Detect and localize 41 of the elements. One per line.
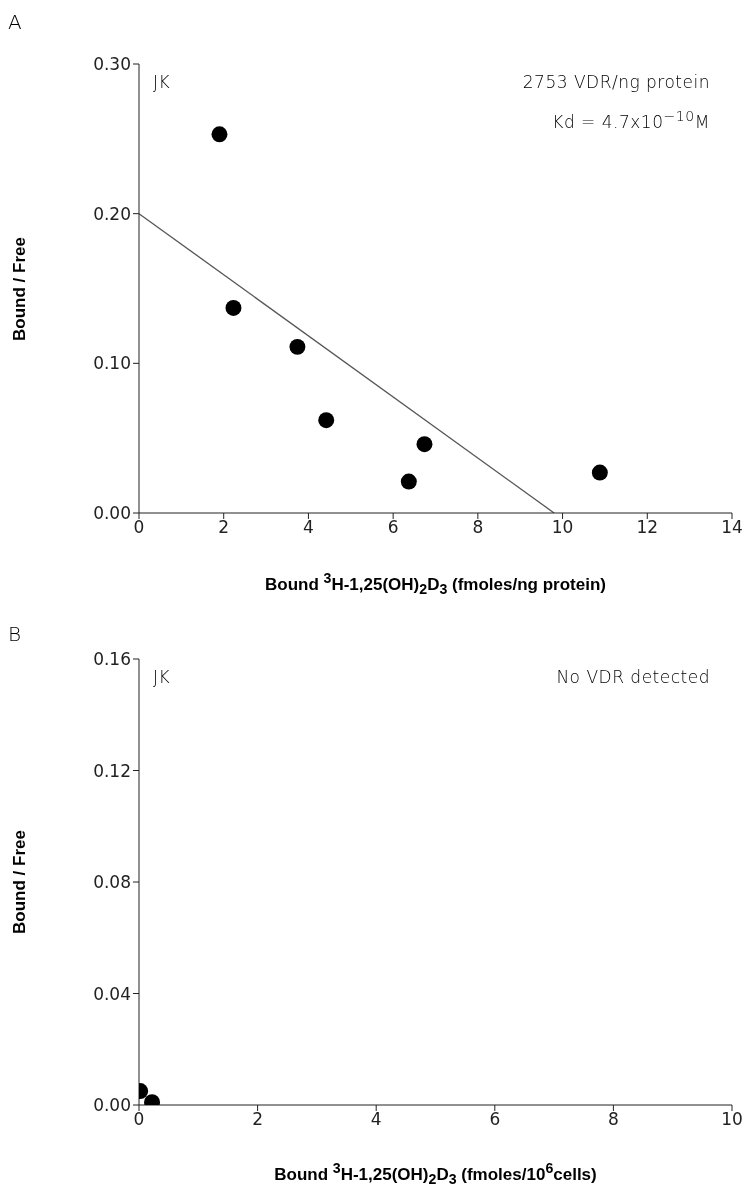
y-tick-label: 0.30	[93, 54, 131, 75]
x-tick-label: 4	[303, 517, 314, 538]
annotation: Kd = 4.7x10$^{−10}$M	[552, 108, 710, 132]
y-axis-title: Bound / Free	[10, 236, 30, 341]
annotation: JK	[153, 72, 171, 92]
x-tick-label: 12	[636, 517, 659, 538]
point	[289, 338, 306, 355]
annotation: 2753 VDR/ng protein	[522, 72, 710, 92]
x-tick-label: 14	[721, 517, 743, 538]
point	[400, 473, 417, 490]
x-tick-label: 6	[489, 1109, 501, 1130]
y-tick-label: 0.00	[93, 503, 131, 524]
chart-title: B	[8, 622, 22, 646]
x-tick-label: 4	[370, 1109, 382, 1130]
point	[225, 299, 242, 316]
point	[318, 412, 335, 429]
x-axis-title: Bound $^{3}$H-1,25(OH)$_{2}$D$_{3}$ (fmoles/ng protein)	[264, 570, 607, 598]
x-tick-label: 8	[472, 517, 484, 538]
x-tick-label: 0	[133, 517, 145, 538]
y-tick-label: 0.16	[93, 649, 131, 670]
x-tick-label: 2	[252, 1109, 264, 1130]
text: Bound $^{3}$H-1,25(OH)$_{2}$D$_{3}$ (fmoles/10$^{6}$cells)	[274, 1160, 597, 1188]
y-tick-label: 0.08	[93, 872, 131, 893]
x-tick-label: 2	[218, 517, 230, 538]
point	[591, 464, 608, 481]
x-tick-label: 0	[133, 1109, 145, 1130]
point	[416, 436, 433, 453]
annotation: No VDR detected	[556, 667, 710, 687]
y-tick-label: 0.20	[93, 203, 131, 224]
y-axis-title: Bound / Free	[10, 830, 30, 934]
y-tick-label: 0.00	[93, 1095, 131, 1116]
x-tick-label: 6	[387, 517, 399, 538]
x-tick-label: 10	[551, 517, 574, 538]
chart-title: A	[8, 10, 22, 34]
x-tick-label: 10	[721, 1109, 743, 1130]
y-tick-label: 0.12	[93, 760, 131, 781]
y-tick-label: 0.10	[93, 353, 131, 374]
x-tick-label: 8	[607, 1109, 619, 1130]
point	[211, 126, 228, 143]
y-tick-label: 0.04	[93, 983, 131, 1004]
annotation: JK	[153, 667, 171, 687]
